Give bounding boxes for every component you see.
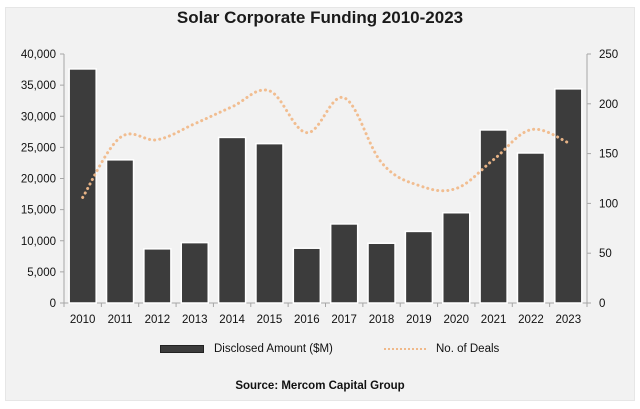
chart-legend: Disclosed Amount ($M) No. of Deals bbox=[0, 343, 640, 359]
right-axis-tick-label: 0 bbox=[599, 298, 605, 310]
x-axis-tick-label: 2014 bbox=[219, 314, 245, 326]
chart-title: Solar Corporate Funding 2010-2023 bbox=[176, 8, 464, 27]
x-axis-tick-label: 2022 bbox=[518, 314, 544, 326]
x-axis-tick-label: 2012 bbox=[145, 314, 171, 326]
legend-item-no-of-deals: No. of Deals bbox=[384, 343, 499, 355]
right-axis-tick-label: 200 bbox=[599, 99, 618, 111]
x-axis-tick-label: 2017 bbox=[331, 314, 357, 326]
bar-2010 bbox=[68, 68, 97, 304]
left-axis-tick-label: 25,000 bbox=[21, 142, 56, 154]
x-axis-tick-label: 2011 bbox=[108, 314, 133, 326]
deals-line bbox=[81, 88, 570, 199]
chart-source: Source: Mercom Capital Group bbox=[235, 380, 405, 392]
left-axis-tick-label: 30,000 bbox=[21, 111, 56, 123]
bar-2018 bbox=[367, 242, 396, 304]
bar-2013 bbox=[180, 241, 209, 304]
x-axis-tick-label: 2021 bbox=[481, 314, 507, 326]
legend-label: No. of Deals bbox=[436, 343, 500, 355]
x-axis-tick-label: 2015 bbox=[257, 314, 283, 326]
x-axis-tick-label: 2016 bbox=[294, 314, 320, 326]
bar-2016 bbox=[292, 247, 322, 304]
x-axis-tick-label: 2023 bbox=[556, 314, 582, 326]
bar-2015 bbox=[255, 142, 284, 304]
x-axis-tick-label: 2018 bbox=[369, 314, 395, 326]
bar-2014 bbox=[217, 136, 247, 304]
right-axis-tick-label: 100 bbox=[599, 198, 618, 210]
right-axis-tick-label: 50 bbox=[599, 248, 612, 260]
left-axis-tick-label: 0 bbox=[50, 298, 56, 310]
legend-item-disclosed-amount: Disclosed Amount ($M) bbox=[160, 343, 333, 355]
left-axis-tick-label: 35,000 bbox=[21, 80, 56, 92]
bar-2022 bbox=[516, 152, 546, 304]
legend-swatch-bar bbox=[160, 345, 204, 353]
legend-label: Disclosed Amount ($M) bbox=[214, 343, 333, 355]
left-axis-tick-label: 10,000 bbox=[21, 236, 56, 248]
bar-2017 bbox=[329, 223, 359, 304]
bar-2021 bbox=[479, 129, 508, 304]
left-axis-tick-label: 40,000 bbox=[21, 49, 56, 61]
x-axis-tick-label: 2020 bbox=[443, 314, 469, 326]
left-axis-tick-label: 20,000 bbox=[21, 174, 56, 186]
bar-2023 bbox=[554, 88, 583, 304]
bar-2020 bbox=[442, 211, 471, 304]
right-axis-tick-label: 150 bbox=[599, 149, 618, 161]
right-axis-tick-label: 250 bbox=[599, 49, 618, 61]
bar-2019 bbox=[404, 230, 434, 304]
legend-swatch-line bbox=[384, 348, 426, 350]
bar-2012 bbox=[143, 248, 172, 304]
x-axis-tick-label: 2013 bbox=[182, 314, 208, 326]
left-axis-tick-label: 15,000 bbox=[21, 205, 56, 217]
x-axis-tick-label: 2010 bbox=[70, 314, 96, 326]
x-axis-tick-label: 2019 bbox=[406, 314, 432, 326]
bar-2011 bbox=[105, 159, 135, 304]
left-axis-tick-label: 5,000 bbox=[27, 267, 56, 279]
